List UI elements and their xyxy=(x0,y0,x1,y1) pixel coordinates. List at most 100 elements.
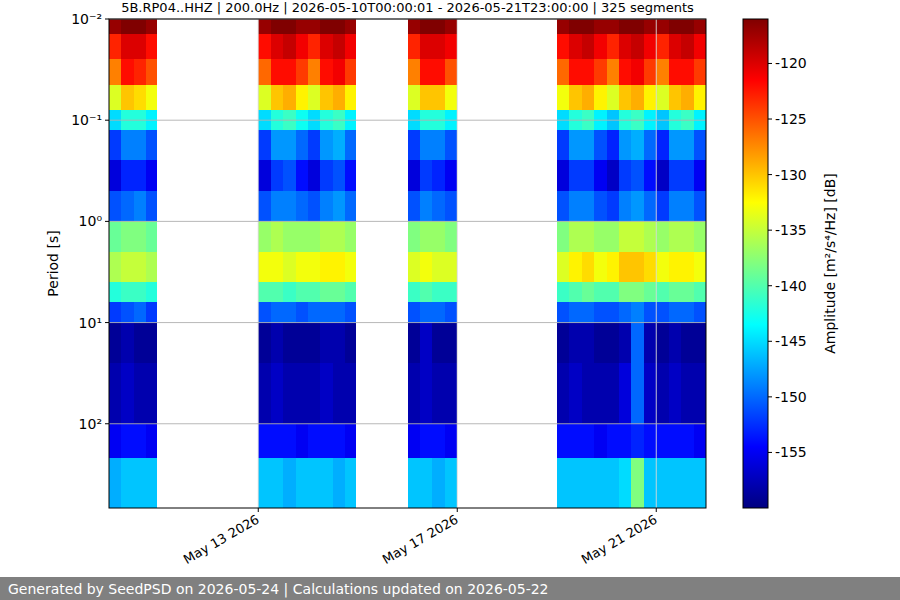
cell xyxy=(619,252,631,282)
chart: May 13 2026May 17 2026May 21 202610⁻²10⁻… xyxy=(0,0,900,600)
cell xyxy=(619,130,631,160)
colorbar-tick xyxy=(768,174,772,175)
cell xyxy=(134,252,146,282)
cell xyxy=(420,221,432,251)
cell xyxy=(681,85,693,110)
cell xyxy=(296,59,308,85)
cell xyxy=(333,59,345,85)
cell xyxy=(607,34,619,59)
cell xyxy=(644,130,656,160)
cell xyxy=(345,252,355,282)
cell xyxy=(607,323,619,363)
cell xyxy=(320,424,332,459)
cell xyxy=(345,302,355,322)
cell xyxy=(607,59,619,85)
cell xyxy=(271,282,283,302)
cell xyxy=(432,221,444,251)
cell xyxy=(420,85,432,110)
cell xyxy=(619,363,631,424)
cell xyxy=(134,363,146,424)
cell xyxy=(333,424,345,459)
cell xyxy=(582,34,594,59)
cell xyxy=(420,323,432,363)
cell xyxy=(296,221,308,251)
grid xyxy=(109,19,706,508)
cell xyxy=(557,19,569,34)
cell xyxy=(345,191,355,221)
cell xyxy=(296,252,308,282)
colorbar-title: Amplitude [m²/s⁴/Hz] [dB] xyxy=(822,173,838,353)
cell xyxy=(420,458,432,508)
cell xyxy=(333,458,345,508)
cell xyxy=(631,19,643,34)
cell xyxy=(669,160,681,190)
cell xyxy=(296,191,308,221)
cell xyxy=(320,19,332,34)
cell xyxy=(656,160,668,190)
x-tick-label: May 21 2026 xyxy=(579,512,660,567)
cell xyxy=(121,363,133,424)
cell xyxy=(607,363,619,424)
cell xyxy=(146,19,156,34)
cell xyxy=(146,221,156,251)
cell xyxy=(134,458,146,508)
cell xyxy=(408,221,420,251)
footer-band xyxy=(0,577,900,600)
y-tick xyxy=(105,322,109,323)
cell xyxy=(432,85,444,110)
cell xyxy=(320,458,332,508)
cell xyxy=(420,424,432,459)
cell xyxy=(607,458,619,508)
cell xyxy=(619,34,631,59)
cell xyxy=(694,458,706,508)
cell xyxy=(631,34,643,59)
cell xyxy=(109,59,121,85)
cell xyxy=(432,191,444,221)
cell xyxy=(594,363,606,424)
colorbar-tick xyxy=(768,452,772,453)
cell xyxy=(569,160,581,190)
cell xyxy=(271,59,283,85)
cell xyxy=(631,191,643,221)
cell xyxy=(320,160,332,190)
cell xyxy=(445,59,457,85)
cell xyxy=(308,252,320,282)
cell xyxy=(445,282,457,302)
cell xyxy=(681,424,693,459)
cell xyxy=(308,19,320,34)
cell xyxy=(420,130,432,160)
cell xyxy=(308,424,320,459)
cell xyxy=(644,458,656,508)
cell xyxy=(432,19,444,34)
cell xyxy=(420,160,432,190)
grid-line xyxy=(258,19,259,508)
cell xyxy=(631,59,643,85)
cell xyxy=(656,458,668,508)
cell xyxy=(333,130,345,160)
cell xyxy=(121,160,133,190)
cell xyxy=(569,252,581,282)
cell xyxy=(594,191,606,221)
cell xyxy=(656,252,668,282)
cell xyxy=(308,221,320,251)
cell xyxy=(607,424,619,459)
cell xyxy=(271,85,283,110)
cell xyxy=(134,282,146,302)
cell xyxy=(296,19,308,34)
cell xyxy=(320,130,332,160)
y-tick-label: 10¹ xyxy=(79,315,102,331)
cell xyxy=(432,59,444,85)
cell xyxy=(345,424,355,459)
cells xyxy=(109,19,706,508)
colorbar-tick-label: -120 xyxy=(775,55,807,71)
cell xyxy=(669,302,681,322)
cell xyxy=(445,424,457,459)
cell xyxy=(345,85,355,110)
grid-line xyxy=(109,322,706,323)
cell xyxy=(582,59,594,85)
cell xyxy=(644,191,656,221)
colorbar-tick xyxy=(768,396,772,397)
cell xyxy=(320,59,332,85)
cell xyxy=(408,323,420,363)
cell xyxy=(694,130,706,160)
